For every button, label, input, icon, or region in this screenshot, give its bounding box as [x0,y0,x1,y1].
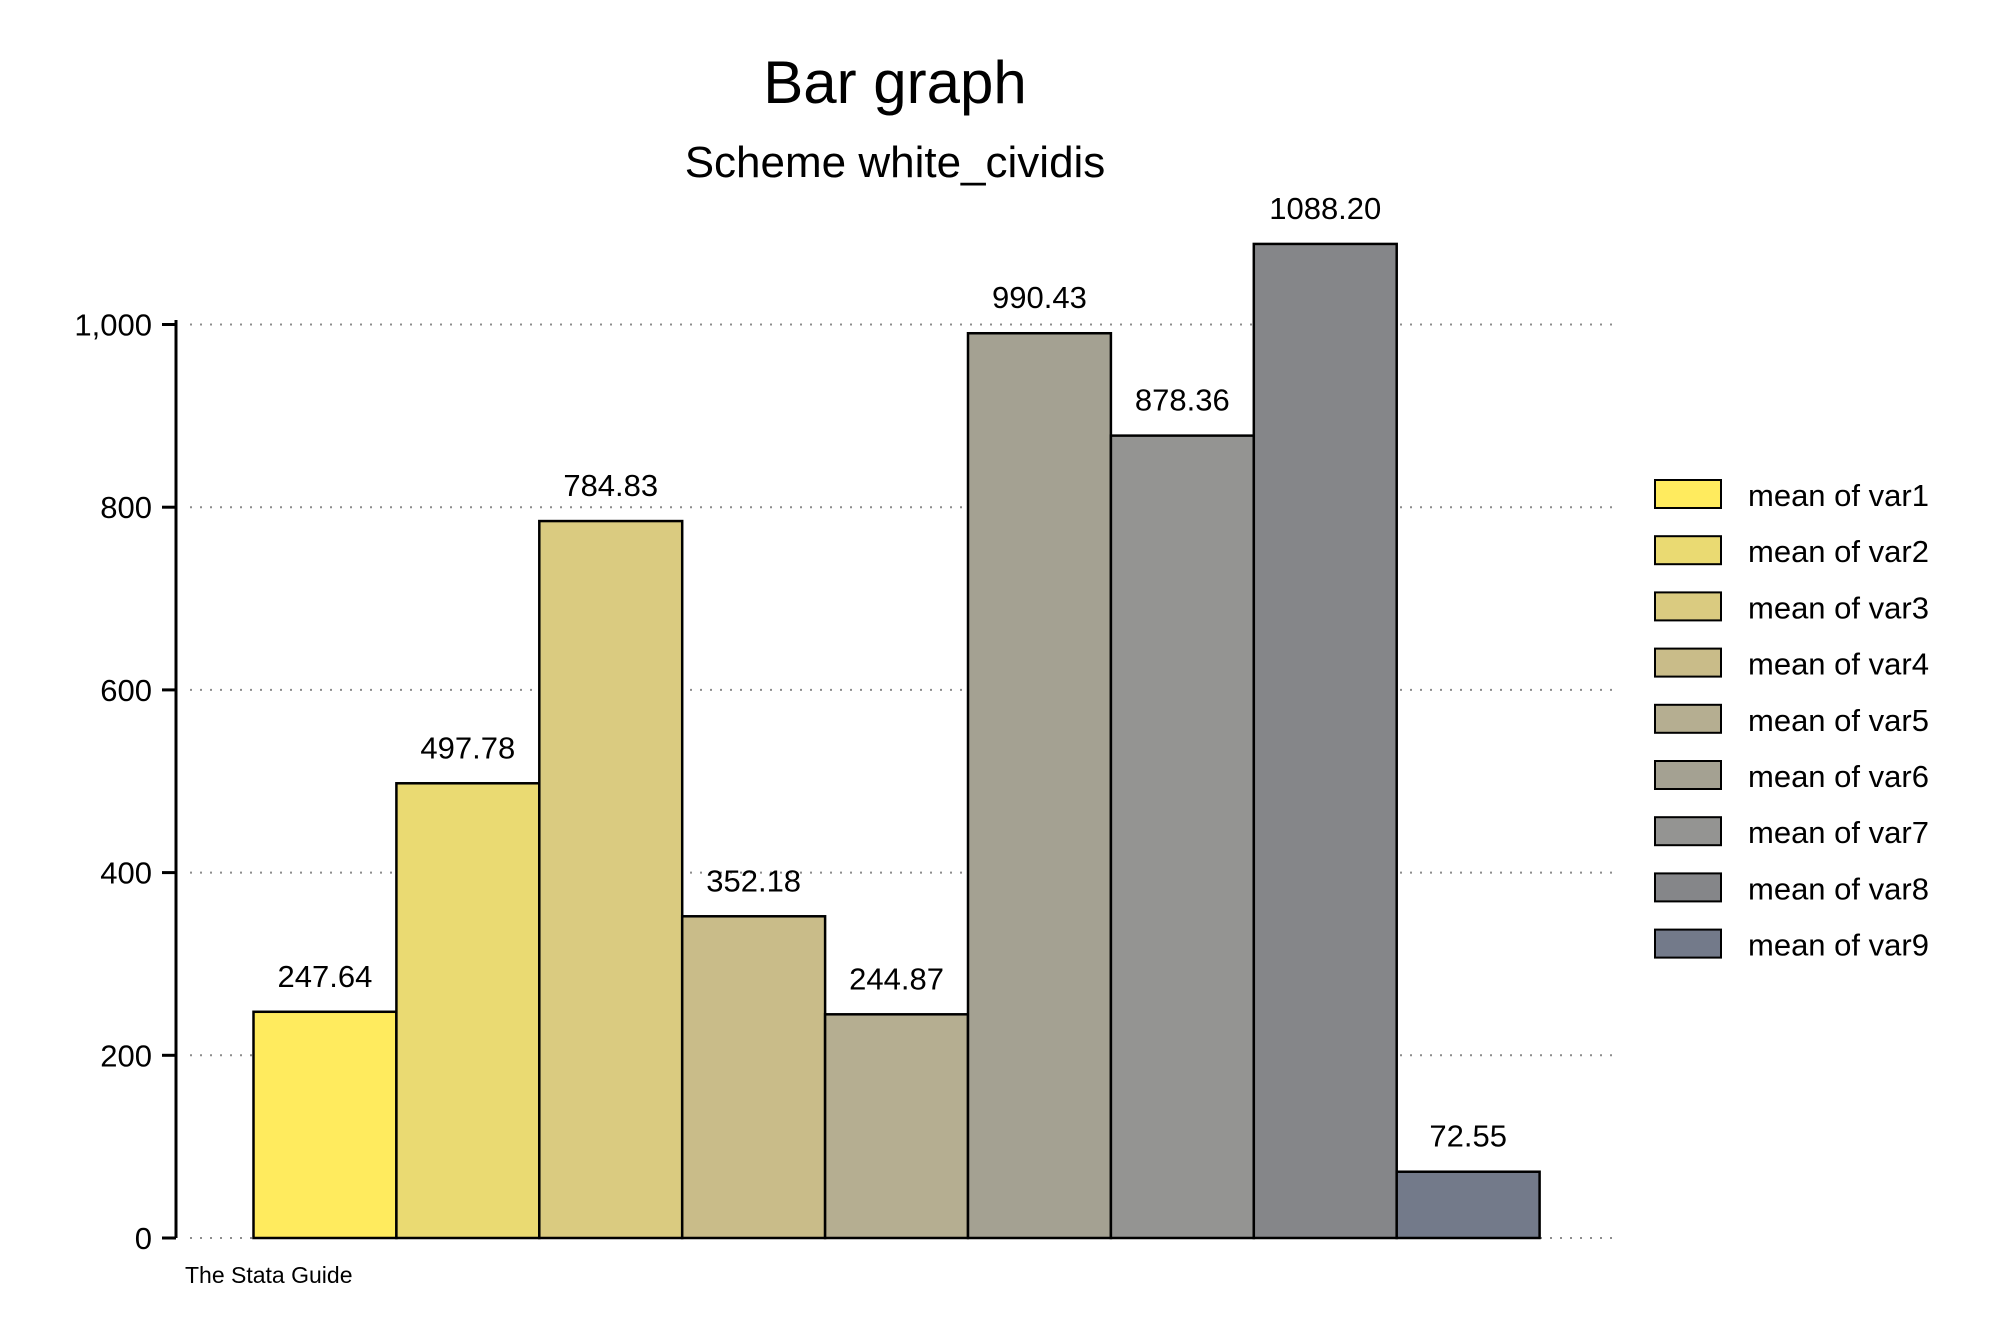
legend-label-1: mean of var1 [1748,478,1929,513]
value-label-8: 1088.20 [1269,191,1381,226]
chart-subtitle: Scheme white_cividis [685,138,1106,187]
legend: mean of var1 mean of var2 mean of var3 mean… [1654,478,1929,963]
value-label-2: 497.78 [420,730,515,765]
value-label-7: 878.36 [1135,383,1230,418]
legend-label-4: mean of var4 [1748,647,1929,682]
legend-label-5: mean of var5 [1748,703,1929,738]
legend-label-6: mean of var6 [1748,759,1929,794]
legend-swatch-9 [1654,928,1722,959]
legend-swatch-3 [1654,591,1722,622]
legend-swatch-4 [1654,647,1722,678]
bar-1 [252,1010,398,1240]
bar-6 [966,331,1113,1240]
legend-swatch-6 [1654,760,1722,790]
value-label-3: 784.83 [563,468,658,503]
value-label-6: 990.43 [992,280,1087,315]
bar-9 [1395,1170,1541,1240]
y-tick-label: 200 [100,1038,152,1073]
legend-label-7: mean of var7 [1748,815,1929,850]
value-label-1: 247.64 [278,959,373,994]
y-tick-label: 1,000 [74,308,152,343]
legend-swatch-5 [1654,703,1722,734]
bar-3 [538,519,684,1240]
value-label-4: 352.18 [706,863,801,898]
y-tick-label: 0 [135,1221,152,1256]
chart-note: The Stata Guide [185,1262,353,1288]
bar-8 [1252,242,1398,1240]
bar-4 [680,915,827,1240]
chart-title: Bar graph [763,49,1027,116]
y-axis: 0 200 400 600 800 1,000 [74,308,178,1256]
legend-swatch-1 [1654,479,1722,509]
legend-label-8: mean of var8 [1748,871,1929,906]
legend-label-9: mean of var9 [1748,928,1929,963]
bars [252,242,1541,1240]
legend-swatch-7 [1654,816,1722,847]
value-label-5: 244.87 [849,961,944,996]
bar-7 [1109,434,1256,1240]
legend-label-2: mean of var2 [1748,534,1929,569]
y-tick-label: 600 [100,673,152,708]
bar-5 [823,1013,970,1240]
legend-swatch-8 [1654,872,1722,903]
value-label-9: 72.55 [1429,1119,1507,1154]
legend-swatch-2 [1654,535,1722,566]
value-labels: 247.64 497.78 784.83 352.18 244.87 990.43 878.… [278,191,1507,1154]
y-tick-label: 800 [100,490,152,525]
legend-label-3: mean of var3 [1748,590,1929,625]
bar-2 [395,782,541,1240]
y-tick-label: 400 [100,856,152,891]
